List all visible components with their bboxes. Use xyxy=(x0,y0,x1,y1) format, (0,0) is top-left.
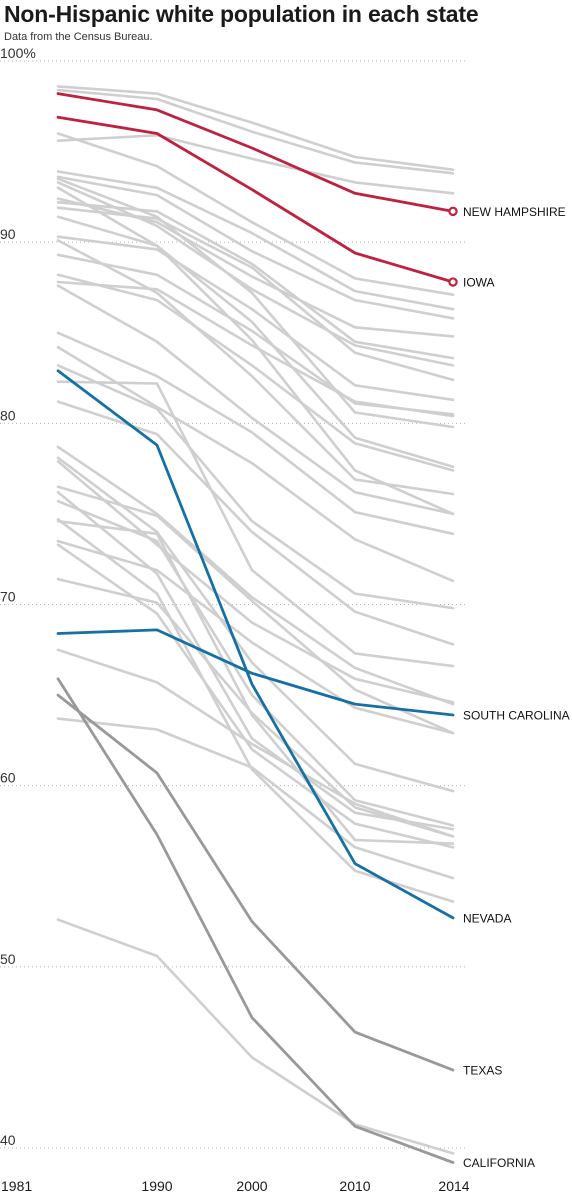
series-line-iowa xyxy=(56,115,455,284)
series-line-14 xyxy=(56,177,455,429)
series-line-1 xyxy=(56,85,455,171)
highlighted-series xyxy=(56,92,458,1164)
series-line-3 xyxy=(56,134,455,195)
series-line-20 xyxy=(56,331,455,536)
end-marker-new-hampshire xyxy=(448,206,458,217)
gridlines xyxy=(0,60,466,1149)
x-axis-ticks: 1981 1990 2000 2010 2014 xyxy=(1,1178,470,1194)
background-series xyxy=(56,85,455,1155)
y-tick-label-70: 70 xyxy=(0,589,16,605)
y-tick-label-50: 50 xyxy=(0,951,16,967)
page-subtitle: Data from the Census Bureau. xyxy=(4,31,153,43)
series-line-28 xyxy=(56,539,455,735)
end-marker-iowa xyxy=(448,277,458,287)
y-tick-label-60: 60 xyxy=(0,770,16,786)
series-line-8 xyxy=(56,201,455,360)
y-tick-label-90: 90 xyxy=(0,226,16,242)
series-line-33 xyxy=(56,519,455,845)
series-label-california: CALIFORNIA xyxy=(463,1156,535,1170)
series-line-6 xyxy=(56,175,455,320)
series-labels: TEXAS CALIFORNIA SOUTH CAROLINA NEVADA NEW H… xyxy=(463,205,570,1170)
series-line-29 xyxy=(56,456,455,793)
series-line-13 xyxy=(56,280,455,418)
series-line-24 xyxy=(56,380,455,668)
series-line-texas xyxy=(56,693,455,1072)
series-line-37 xyxy=(56,518,455,903)
series-line-california xyxy=(56,677,455,1164)
series-line-16 xyxy=(56,273,455,472)
series-line-2 xyxy=(56,88,455,175)
series-line-18 xyxy=(56,239,455,496)
y-tick-label-100: 100% xyxy=(0,45,36,61)
series-line-38 xyxy=(56,918,455,1155)
series-line-22 xyxy=(56,364,455,610)
series-line-23 xyxy=(56,400,455,646)
series-line-nevada xyxy=(56,369,455,920)
page-title: Non-Hispanic white population in each st… xyxy=(4,1,479,27)
x-tick-label-2014: 2014 xyxy=(438,1178,469,1194)
series-line-32 xyxy=(56,490,455,831)
series-line-10 xyxy=(56,206,455,382)
series-label-nevada: NEVADA xyxy=(463,911,511,925)
series-label-iowa: IOWA xyxy=(463,276,495,290)
x-tick-label-2010: 2010 xyxy=(339,1178,370,1194)
series-label-texas: TEXAS xyxy=(463,1064,502,1078)
series-line-35 xyxy=(56,648,455,838)
y-tick-label-40: 40 xyxy=(0,1132,16,1148)
series-label-new-hampshire: NEW HAMPSHIRE xyxy=(463,205,566,219)
x-tick-label-2000: 2000 xyxy=(236,1178,267,1194)
series-line-south-carolina xyxy=(56,628,455,717)
series-line-5 xyxy=(56,170,455,311)
series-line-new-hampshire xyxy=(56,92,455,213)
series-line-11 xyxy=(56,235,455,402)
x-tick-label-1981: 1981 xyxy=(1,1178,32,1194)
series-line-34 xyxy=(56,543,455,849)
series-line-15 xyxy=(56,215,455,469)
series-line-30 xyxy=(56,499,455,827)
series-line-4 xyxy=(56,132,455,296)
series-line-21 xyxy=(56,345,455,583)
y-axis-ticks: 40 50 60 70 80 90 100% xyxy=(0,45,36,1148)
series-line-25 xyxy=(56,445,455,706)
y-tick-label-80: 80 xyxy=(0,407,16,423)
x-tick-label-1990: 1990 xyxy=(141,1178,172,1194)
series-line-9 xyxy=(56,181,455,367)
series-line-19 xyxy=(56,284,455,516)
series-line-26 xyxy=(56,460,455,704)
series-label-south-carolina: SOUTH CAROLINA xyxy=(463,709,570,723)
